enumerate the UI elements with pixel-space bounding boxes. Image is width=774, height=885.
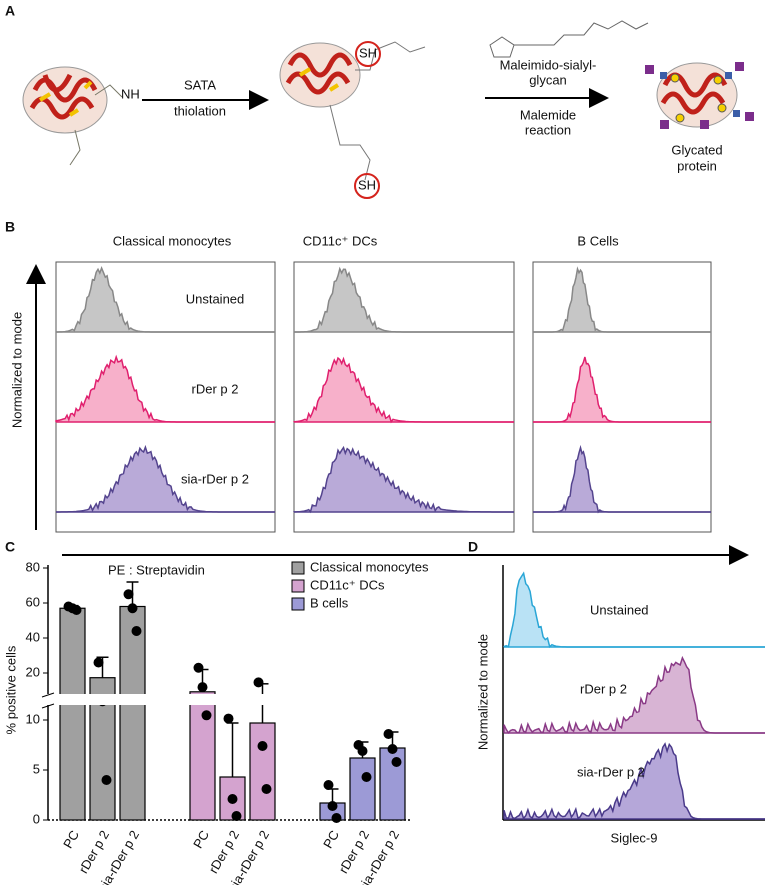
bar	[59, 607, 86, 821]
data-point	[357, 746, 368, 756]
step-label: reaction	[525, 122, 571, 137]
data-point	[231, 811, 242, 821]
y-axis-label: % positive cells	[3, 645, 18, 734]
histogram	[533, 356, 711, 423]
data-point	[201, 710, 212, 721]
panel-label: C	[5, 539, 15, 555]
x-tick-label: PC	[320, 828, 342, 851]
step-label: SATA	[184, 77, 216, 92]
panel-label: B	[5, 219, 15, 235]
data-point	[127, 603, 138, 614]
axis-break-mark	[41, 692, 55, 709]
data-point	[261, 784, 272, 794]
row-label: Unstained	[590, 602, 649, 617]
data-point	[131, 626, 142, 636]
row-label: Unstained	[186, 291, 245, 306]
y-tick-label: 20	[26, 664, 40, 679]
histogram	[55, 354, 275, 423]
axis-break	[40, 694, 410, 705]
panel-b: B Normalized to mode PE : Streptavidin	[5, 219, 749, 577]
panel-c: C % positive cells	[3, 539, 18, 735]
y-tick-label: 40	[26, 629, 40, 644]
x-tick-label: PC	[60, 828, 82, 851]
product-label: Glycated	[671, 142, 722, 157]
panel-d: D Normalized to mode Siglec-9	[468, 539, 657, 846]
data-point	[197, 682, 208, 693]
plot-frame	[293, 261, 515, 533]
column-title: Classical monocytes	[113, 233, 232, 248]
histogram	[533, 444, 711, 514]
glycan-structure	[489, 20, 649, 58]
step-label: Malemide	[520, 107, 576, 122]
data-point	[387, 744, 398, 754]
legend-swatch	[291, 561, 305, 575]
panel-label: D	[468, 539, 478, 555]
data-point	[331, 813, 342, 823]
row-label: sia-rDer p 2	[181, 471, 249, 486]
data-point	[323, 780, 334, 790]
row-label: rDer p 2	[192, 381, 239, 396]
y-tick-label: 60	[26, 594, 40, 609]
product-label: protein	[677, 158, 717, 173]
y-tick-label: 5	[33, 761, 40, 776]
y-tick-label: 10	[26, 711, 40, 726]
chem-label: SH	[358, 177, 376, 192]
x-tick-label: PC	[190, 828, 212, 851]
panel-a: A NH SATA thiolation SH SH Maleimido-sia…	[5, 3, 754, 199]
histogram	[293, 356, 514, 424]
histogram	[533, 266, 711, 333]
data-point	[93, 657, 104, 668]
row-label: sia-rDer p 2	[577, 764, 645, 779]
step-label: thiolation	[174, 103, 226, 118]
column-title: B Cells	[577, 233, 619, 248]
bar	[189, 691, 216, 821]
data-point	[383, 729, 394, 739]
data-point	[193, 662, 204, 673]
histogram	[503, 655, 765, 735]
protein-icon	[22, 66, 123, 166]
data-point	[361, 772, 372, 782]
histogram	[294, 266, 514, 333]
chem-label: SH	[359, 45, 377, 60]
step-label: glycan	[529, 72, 567, 87]
legend-label: Classical monocytes	[310, 559, 429, 574]
glycated-protein-icon	[645, 62, 754, 129]
bar	[379, 747, 406, 821]
data-point	[257, 741, 268, 751]
y-axis-label: Normalized to mode	[9, 312, 24, 428]
data-point	[227, 794, 238, 804]
data-point	[223, 713, 234, 724]
data-point	[253, 677, 264, 688]
column-title: CD11c⁺ DCs	[303, 233, 378, 248]
chem-label: NH	[121, 86, 140, 101]
data-point	[123, 589, 134, 600]
x-axis-label: Siglec-9	[611, 830, 658, 845]
legend-label: CD11c⁺ DCs	[310, 577, 385, 592]
histogram	[503, 742, 765, 821]
legend-label: B cells	[310, 595, 349, 610]
bar	[349, 757, 376, 821]
plot-frame	[55, 261, 276, 533]
bar	[249, 722, 276, 821]
row-label: rDer p 2	[580, 681, 627, 696]
y-tick-label: 80	[26, 559, 40, 574]
legend-swatch	[291, 579, 305, 593]
data-point	[391, 757, 402, 767]
panel-label: A	[5, 3, 15, 19]
data-point	[327, 801, 338, 811]
y-tick-label: 0	[33, 811, 40, 826]
plot-frame	[532, 261, 712, 533]
y-axis-label: Normalized to mode	[475, 634, 490, 750]
legend-swatch	[291, 597, 305, 611]
data-point	[101, 775, 112, 785]
x-axis-label: PE : Streptavidin	[108, 562, 205, 577]
data-point	[71, 605, 82, 615]
protein-icon	[279, 41, 426, 199]
bar	[119, 605, 146, 821]
histogram	[293, 445, 514, 514]
step-label: Maleimido-sialyl-	[500, 57, 597, 72]
